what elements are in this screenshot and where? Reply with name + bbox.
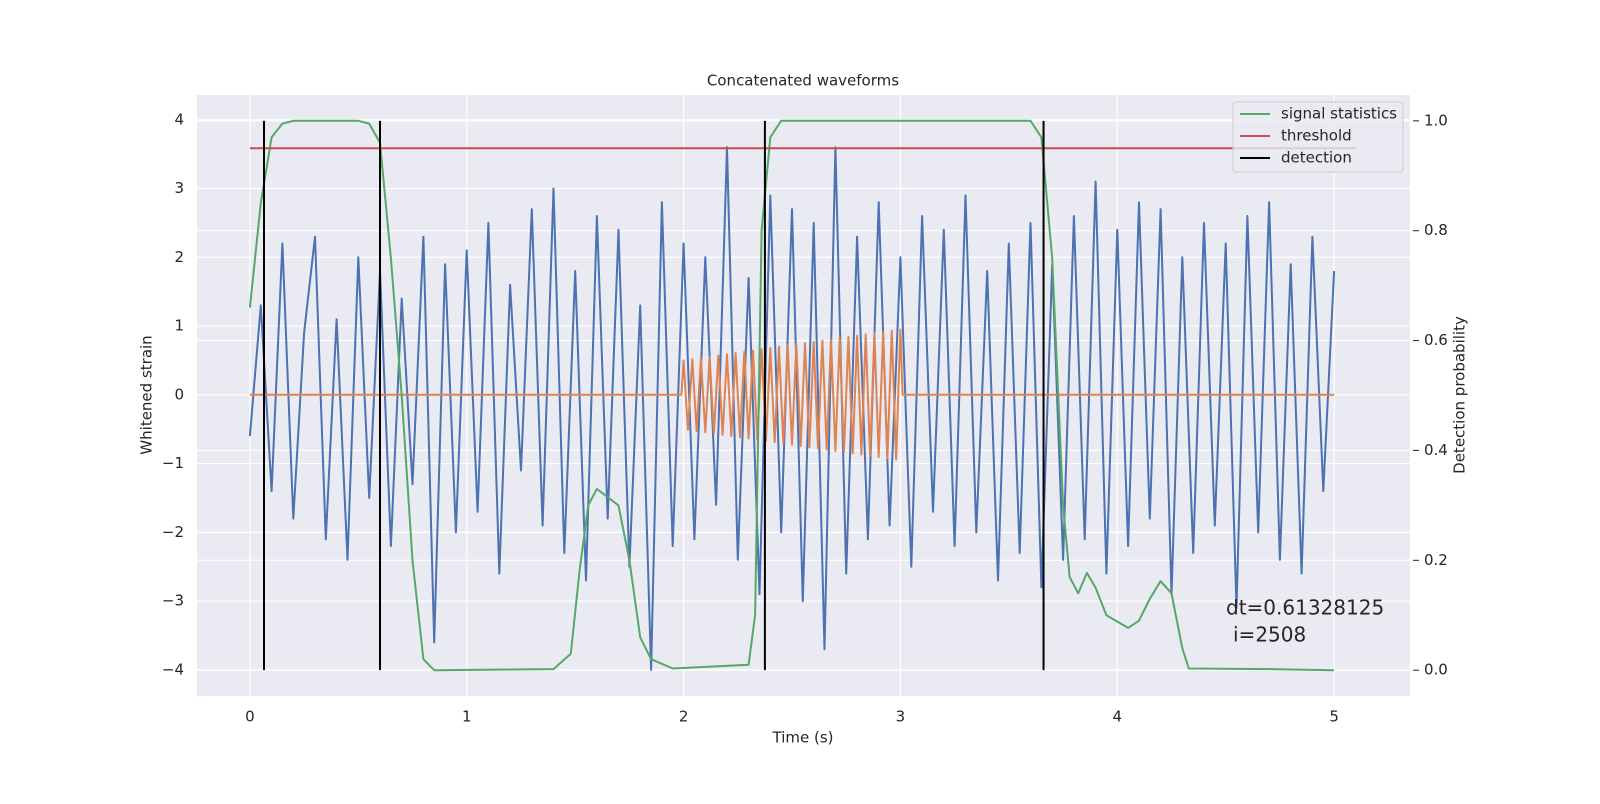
series-line	[249, 328, 1335, 461]
y-tick-label: 1	[174, 317, 184, 335]
legend-label: detection	[1281, 149, 1352, 167]
x-tick-label: 0	[245, 708, 255, 726]
y-tick-label: −3	[162, 592, 184, 610]
y2-tick-label: 0.4	[1424, 441, 1448, 459]
y2-tick-label: 0.2	[1424, 551, 1448, 569]
annotation: i=2508	[1233, 623, 1306, 647]
series-line	[248, 119, 1335, 672]
legend-label: signal statistics	[1281, 105, 1397, 123]
y-tick-label: −2	[162, 523, 184, 541]
x-axis-label: Time (s)	[772, 729, 834, 747]
y-axis-label: Whitened strain	[138, 335, 156, 454]
y2-tick-label: 0.6	[1424, 331, 1448, 349]
annotation: dt=0.61328125	[1226, 596, 1384, 620]
y-tick-label: 2	[174, 248, 184, 266]
y-tick-label: 4	[174, 110, 184, 128]
legend-box	[1232, 101, 1404, 173]
y2-tick-label: 1.0	[1424, 111, 1448, 129]
x-tick-label: 3	[896, 708, 906, 726]
y-tick-label: −1	[162, 454, 184, 472]
y-tick-label: 3	[174, 179, 184, 197]
series-line	[248, 146, 1336, 671]
y2-axis-label: Detection probability	[1451, 316, 1469, 474]
legend-label: threshold	[1281, 127, 1352, 145]
chart-title: Concatenated waveforms	[707, 72, 899, 90]
x-tick-label: 4	[1112, 708, 1122, 726]
x-tick-label: 5	[1329, 708, 1339, 726]
y-tick-label: −4	[162, 660, 184, 678]
y2-tick-label: 0.0	[1424, 661, 1448, 679]
x-tick-label: 1	[462, 708, 472, 726]
x-tick-label: 2	[679, 708, 689, 726]
y-tick-label: 0	[174, 385, 184, 403]
y2-tick-label: 0.8	[1424, 221, 1448, 239]
